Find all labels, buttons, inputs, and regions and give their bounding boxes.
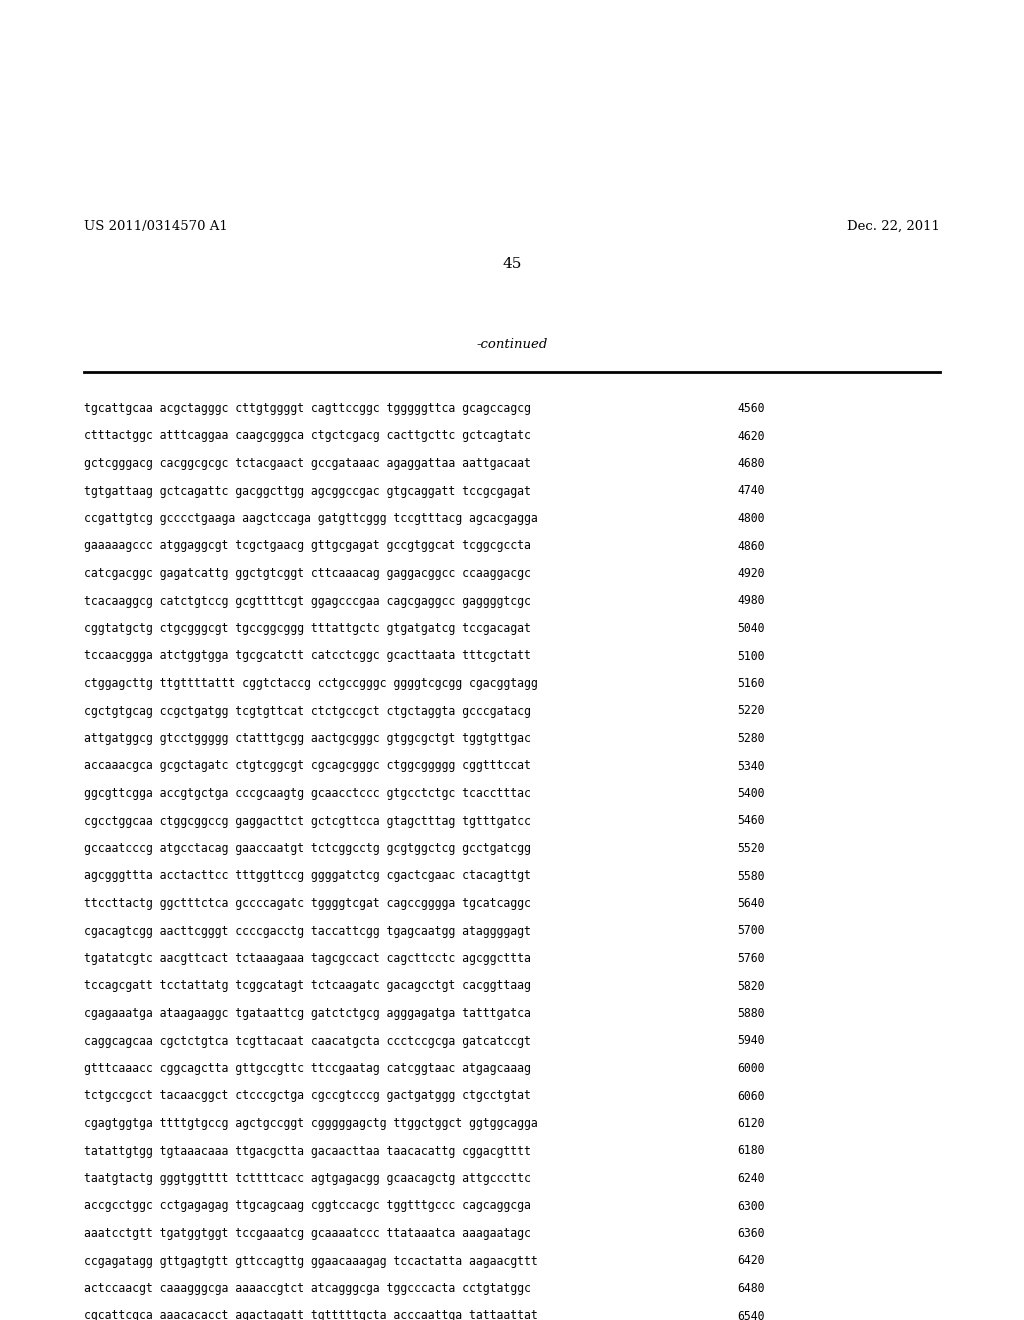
Text: tgtgattaag gctcagattc gacggcttgg agcggccgac gtgcaggatt tccgcgagat: tgtgattaag gctcagattc gacggcttgg agcggcc… [84,484,530,498]
Text: gtttcaaacc cggcagctta gttgccgttc ttccgaatag catcggtaac atgagcaaag: gtttcaaacc cggcagctta gttgccgttc ttccgaa… [84,1063,530,1074]
Text: 5160: 5160 [737,677,765,690]
Text: cgagtggtga ttttgtgccg agctgccggt cgggggagctg ttggctggct ggtggcagga: cgagtggtga ttttgtgccg agctgccggt cggggga… [84,1117,538,1130]
Text: agcgggttta acctacttcc tttggttccg ggggatctcg cgactcgaac ctacagttgt: agcgggttta acctacttcc tttggttccg ggggatc… [84,870,530,883]
Text: 5280: 5280 [737,733,765,744]
Text: ctttactggc atttcaggaa caagcgggca ctgctcgacg cacttgcttc gctcagtatc: ctttactggc atttcaggaa caagcgggca ctgctcg… [84,429,530,442]
Text: 6540: 6540 [737,1309,765,1320]
Text: 6240: 6240 [737,1172,765,1185]
Text: 6420: 6420 [737,1254,765,1267]
Text: 5760: 5760 [737,952,765,965]
Text: cgacagtcgg aacttcgggt ccccgacctg taccattcgg tgagcaatgg ataggggagt: cgacagtcgg aacttcgggt ccccgacctg taccatt… [84,924,530,937]
Text: 6180: 6180 [737,1144,765,1158]
Text: 5460: 5460 [737,814,765,828]
Text: cgcctggcaa ctggcggccg gaggacttct gctcgttcca gtagctttag tgtttgatcc: cgcctggcaa ctggcggccg gaggacttct gctcgtt… [84,814,530,828]
Text: ttccttactg ggctttctca gccccagatc tggggtcgat cagccgggga tgcatcaggc: ttccttactg ggctttctca gccccagatc tggggtc… [84,898,530,909]
Text: 4980: 4980 [737,594,765,607]
Text: 6480: 6480 [737,1282,765,1295]
Text: ggcgttcgga accgtgctga cccgcaagtg gcaacctccc gtgcctctgc tcacctttac: ggcgttcgga accgtgctga cccgcaagtg gcaacct… [84,787,530,800]
Text: 5220: 5220 [737,705,765,718]
Text: 45: 45 [503,257,521,271]
Text: Dec. 22, 2011: Dec. 22, 2011 [847,220,940,234]
Text: 4680: 4680 [737,457,765,470]
Text: 5400: 5400 [737,787,765,800]
Text: 5940: 5940 [737,1035,765,1048]
Text: tccagcgatt tcctattatg tcggcatagt tctcaagatc gacagcctgt cacggttaag: tccagcgatt tcctattatg tcggcatagt tctcaag… [84,979,530,993]
Text: tctgccgcct tacaacggct ctcccgctga cgccgtcccg gactgatggg ctgcctgtat: tctgccgcct tacaacggct ctcccgctga cgccgtc… [84,1089,530,1102]
Text: gaaaaagccc atggaggcgt tcgctgaacg gttgcgagat gccgtggcat tcggcgccta: gaaaaagccc atggaggcgt tcgctgaacg gttgcga… [84,540,530,553]
Text: 5520: 5520 [737,842,765,855]
Text: 4860: 4860 [737,540,765,553]
Text: accaaacgca gcgctagatc ctgtcggcgt cgcagcgggc ctggcggggg cggtttccat: accaaacgca gcgctagatc ctgtcggcgt cgcagcg… [84,759,530,772]
Text: 4740: 4740 [737,484,765,498]
Text: gctcgggacg cacggcgcgc tctacgaact gccgataaac agaggattaa aattgacaat: gctcgggacg cacggcgcgc tctacgaact gccgata… [84,457,530,470]
Text: 6360: 6360 [737,1228,765,1239]
Text: tgatatcgtc aacgttcact tctaaagaaa tagcgccact cagcttcctc agcggcttta: tgatatcgtc aacgttcact tctaaagaaa tagcgcc… [84,952,530,965]
Text: attgatggcg gtcctggggg ctatttgcgg aactgcgggc gtggcgctgt tggtgttgac: attgatggcg gtcctggggg ctatttgcgg aactgcg… [84,733,530,744]
Text: 5040: 5040 [737,622,765,635]
Text: tatattgtgg tgtaaacaaa ttgacgctta gacaacttaa taacacattg cggacgtttt: tatattgtgg tgtaaacaaa ttgacgctta gacaact… [84,1144,530,1158]
Text: taatgtactg gggtggtttt tcttttcacc agtgagacgg gcaacagctg attgcccttc: taatgtactg gggtggtttt tcttttcacc agtgaga… [84,1172,530,1185]
Text: 6120: 6120 [737,1117,765,1130]
Text: ccgagatagg gttgagtgtt gttccagttg ggaacaaagag tccactatta aagaacgttt: ccgagatagg gttgagtgtt gttccagttg ggaacaa… [84,1254,538,1267]
Text: cgagaaatga ataagaaggc tgataattcg gatctctgcg agggagatga tatttgatca: cgagaaatga ataagaaggc tgataattcg gatctct… [84,1007,530,1020]
Text: 6000: 6000 [737,1063,765,1074]
Text: ctggagcttg ttgttttattt cggtctaccg cctgccgggc ggggtcgcgg cgacggtagg: ctggagcttg ttgttttattt cggtctaccg cctgcc… [84,677,538,690]
Text: US 2011/0314570 A1: US 2011/0314570 A1 [84,220,227,234]
Text: -continued: -continued [476,338,548,351]
Text: 5580: 5580 [737,870,765,883]
Text: gccaatcccg atgcctacag gaaccaatgt tctcggcctg gcgtggctcg gcctgatcgg: gccaatcccg atgcctacag gaaccaatgt tctcggc… [84,842,530,855]
Text: 4620: 4620 [737,429,765,442]
Text: 5880: 5880 [737,1007,765,1020]
Text: catcgacggc gagatcattg ggctgtcggt cttcaaacag gaggacggcc ccaaggacgc: catcgacggc gagatcattg ggctgtcggt cttcaaa… [84,568,530,579]
Text: 5340: 5340 [737,759,765,772]
Text: cgctgtgcag ccgctgatgg tcgtgttcat ctctgccgct ctgctaggta gcccgatacg: cgctgtgcag ccgctgatgg tcgtgttcat ctctgcc… [84,705,530,718]
Text: 5820: 5820 [737,979,765,993]
Text: aaatcctgtt tgatggtggt tccgaaatcg gcaaaatccc ttataaatca aaagaatagc: aaatcctgtt tgatggtggt tccgaaatcg gcaaaat… [84,1228,530,1239]
Text: cggtatgctg ctgcgggcgt tgccggcggg tttattgctc gtgatgatcg tccgacagat: cggtatgctg ctgcgggcgt tgccggcggg tttattg… [84,622,530,635]
Text: ccgattgtcg gcccctgaaga aagctccaga gatgttcggg tccgtttacg agcacgagga: ccgattgtcg gcccctgaaga aagctccaga gatgtt… [84,512,538,525]
Text: 5700: 5700 [737,924,765,937]
Text: tgcattgcaa acgctagggc cttgtggggt cagttccggc tgggggttca gcagccagcg: tgcattgcaa acgctagggc cttgtggggt cagttcc… [84,403,530,414]
Text: 6300: 6300 [737,1200,765,1213]
Text: cgcattcgca aaacacacct agactagatt tgtttttgcta acccaattga tattaattat: cgcattcgca aaacacacct agactagatt tgttttt… [84,1309,538,1320]
Text: 5100: 5100 [737,649,765,663]
Text: 5640: 5640 [737,898,765,909]
Text: accgcctggc cctgagagag ttgcagcaag cggtccacgc tggtttgccc cagcaggcga: accgcctggc cctgagagag ttgcagcaag cggtcca… [84,1200,530,1213]
Text: 6060: 6060 [737,1089,765,1102]
Text: caggcagcaa cgctctgtca tcgttacaat caacatgcta ccctccgcga gatcatccgt: caggcagcaa cgctctgtca tcgttacaat caacatg… [84,1035,530,1048]
Text: 4560: 4560 [737,403,765,414]
Text: 4920: 4920 [737,568,765,579]
Text: tcacaaggcg catctgtccg gcgttttcgt ggagcccgaa cagcgaggcc gaggggtcgc: tcacaaggcg catctgtccg gcgttttcgt ggagccc… [84,594,530,607]
Text: actccaacgt caaagggcga aaaaccgtct atcagggcga tggcccacta cctgtatggc: actccaacgt caaagggcga aaaaccgtct atcaggg… [84,1282,530,1295]
Text: tccaacggga atctggtgga tgcgcatctt catcctcggc gcacttaata tttcgctatt: tccaacggga atctggtgga tgcgcatctt catcctc… [84,649,530,663]
Text: 4800: 4800 [737,512,765,525]
